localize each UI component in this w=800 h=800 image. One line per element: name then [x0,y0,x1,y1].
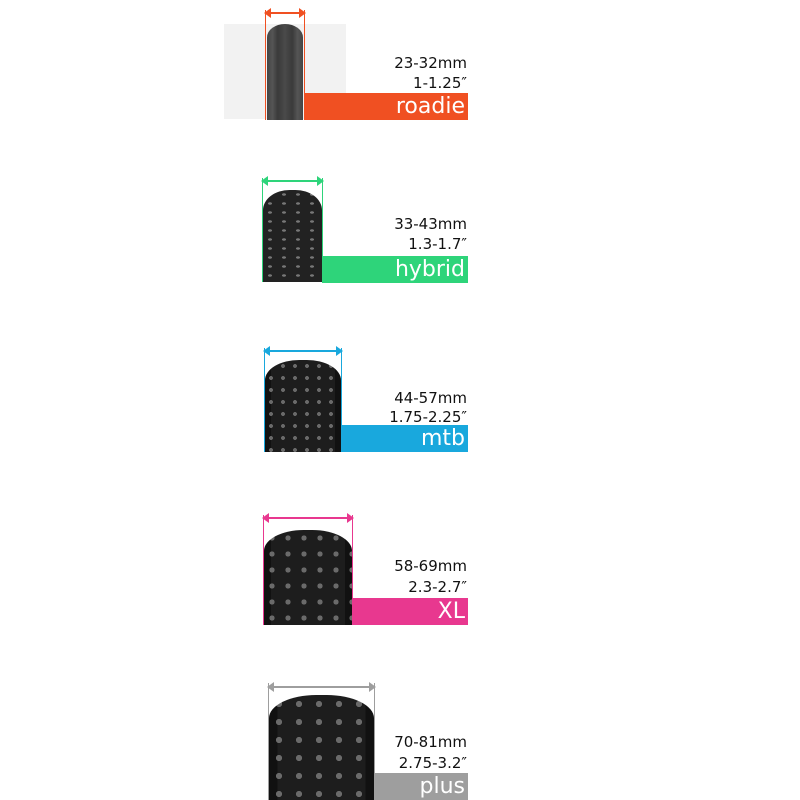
size-mm: 23-32mm [394,54,467,72]
size-inches: 1.75-2.25″ [389,408,467,426]
width-guide-line [322,178,323,256]
category-label-xl: XL [352,598,468,625]
size-mm: 33-43mm [394,215,467,233]
width-arrow-icon [261,176,324,186]
category-label-roadie: roadie [304,93,468,120]
size-mm: 44-57mm [394,389,467,407]
hybrid-tire-image [263,190,322,282]
width-guide-line [262,178,263,282]
width-arrow-icon [264,8,306,18]
size-inches: 2.75-3.2″ [398,754,467,772]
width-guide-line [265,10,266,120]
width-arrow-icon [262,513,354,523]
width-guide-line [352,515,353,599]
width-arrow-icon [263,346,343,356]
road-tire-image [267,24,303,120]
xl-tire-image [264,530,352,625]
mtb-tire-image [265,360,341,452]
size-inches: 1-1.25″ [413,74,467,92]
width-guide-line [268,683,269,800]
size-mm: 70-81mm [394,733,467,751]
width-guide-line [264,348,265,452]
category-label-hybrid: hybrid [322,256,468,283]
size-inches: 1.3-1.7″ [408,235,467,253]
size-inches: 2.3-2.7″ [408,578,467,596]
size-mm: 58-69mm [394,557,467,575]
width-guide-line [304,10,305,94]
width-guide-line [263,515,264,625]
width-guide-line [374,683,375,773]
category-label-plus: plus [374,773,468,800]
plus-tire-image [269,695,374,800]
width-arrow-icon [267,682,376,692]
width-guide-line [341,348,342,426]
category-label-mtb: mtb [341,425,468,452]
